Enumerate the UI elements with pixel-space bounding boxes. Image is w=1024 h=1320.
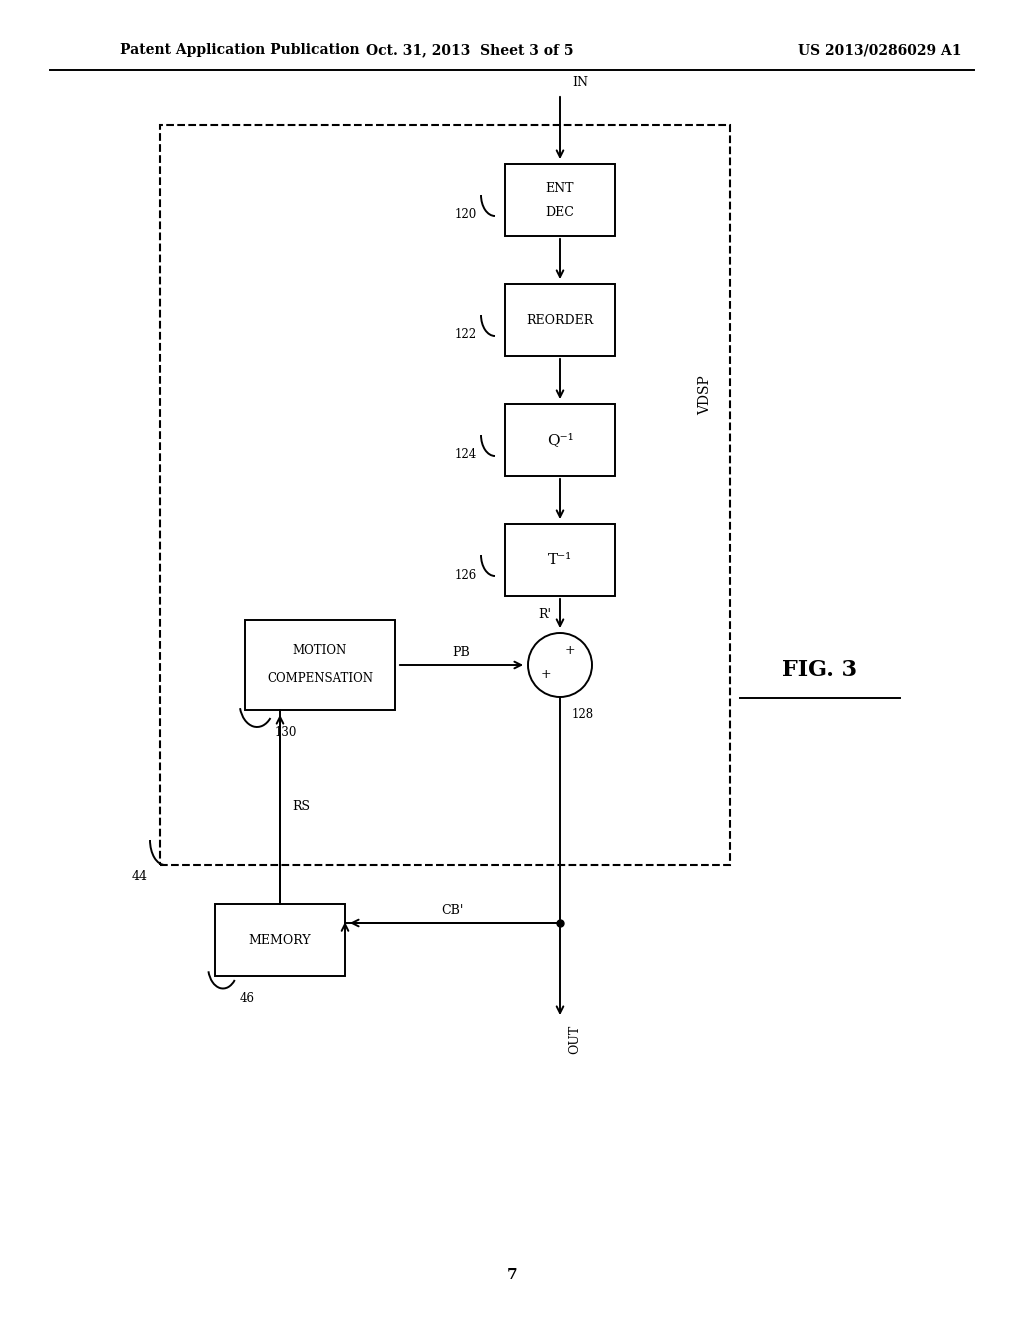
Text: 7: 7 [507,1269,517,1282]
Text: 128: 128 [572,709,594,722]
Text: FIG. 3: FIG. 3 [782,659,857,681]
Bar [215,904,345,975]
Text: R': R' [538,607,551,620]
Text: 126: 126 [455,569,477,582]
Bar [505,524,615,597]
Text: 46: 46 [240,991,255,1005]
Text: Patent Application Publication: Patent Application Publication [120,44,359,57]
Bar [505,284,615,356]
Text: OUT: OUT [568,1026,581,1055]
Text: 44: 44 [132,870,148,883]
Text: RS: RS [292,800,310,813]
Text: US 2013/0286029 A1: US 2013/0286029 A1 [799,44,962,57]
Text: MOTION: MOTION [293,644,347,657]
Text: DEC: DEC [546,206,574,219]
Bar [160,125,730,865]
Text: CB': CB' [441,904,464,917]
Text: COMPENSATION: COMPENSATION [267,672,373,685]
Bar [505,404,615,477]
Text: PB: PB [453,647,470,660]
Bar [245,620,395,710]
Text: Q⁻¹: Q⁻¹ [547,433,573,447]
Text: T⁻¹: T⁻¹ [548,553,572,568]
Text: Oct. 31, 2013  Sheet 3 of 5: Oct. 31, 2013 Sheet 3 of 5 [367,44,573,57]
Text: VDSP: VDSP [698,375,712,414]
Text: REORDER: REORDER [526,314,594,326]
Bar [505,164,615,236]
Text: 124: 124 [455,449,477,462]
Text: 122: 122 [455,329,477,342]
Text: 120: 120 [455,209,477,222]
Text: ENT: ENT [546,182,574,194]
Text: 130: 130 [275,726,297,738]
Text: MEMORY: MEMORY [249,933,311,946]
Text: IN: IN [572,77,588,88]
Text: +: + [564,644,574,657]
Text: +: + [541,668,551,681]
